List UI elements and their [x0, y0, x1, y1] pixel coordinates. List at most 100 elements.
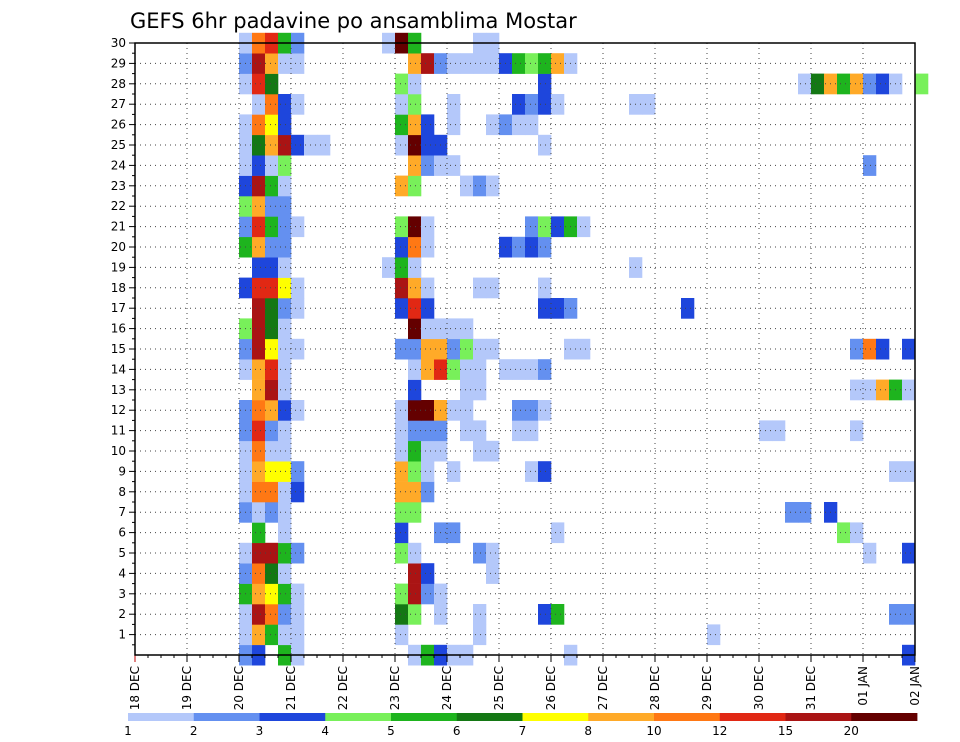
- heatmap-cell: [395, 257, 409, 278]
- heatmap-cell: [551, 53, 565, 74]
- colorbar-label: 12: [712, 724, 727, 738]
- heatmap-cell: [525, 400, 539, 421]
- heatmap-cell: [252, 440, 266, 462]
- heatmap-cell: [265, 73, 279, 95]
- heatmap-cell: [915, 73, 929, 95]
- heatmap-cell: [252, 481, 266, 503]
- heatmap-cell: [421, 114, 435, 136]
- heatmap-cell: [408, 257, 422, 278]
- heatmap-cell: [408, 114, 422, 136]
- y-tick-label: 26: [111, 118, 126, 132]
- heatmap-cell: [265, 604, 279, 625]
- heatmap-cells: [239, 32, 929, 666]
- heatmap-cell: [421, 277, 435, 299]
- y-tick-label: 6: [118, 526, 126, 540]
- heatmap-cell: [278, 196, 292, 217]
- heatmap-cell: [278, 134, 292, 156]
- heatmap-cell: [473, 175, 487, 197]
- heatmap-cell: [278, 624, 292, 646]
- heatmap-cell: [252, 134, 266, 156]
- y-tick-label: 23: [111, 179, 126, 193]
- x-tick-label: 01 JAN: [856, 666, 870, 706]
- heatmap-cell: [265, 461, 279, 482]
- heatmap-cell: [265, 155, 279, 176]
- x-tick-label: 26 DEC: [544, 666, 558, 710]
- heatmap-cell: [252, 359, 266, 380]
- heatmap-cell: [265, 379, 279, 401]
- heatmap-cell: [265, 134, 279, 156]
- heatmap-cell: [265, 338, 279, 360]
- heatmap-cell: [395, 236, 409, 258]
- heatmap-cell: [291, 583, 305, 605]
- heatmap-cell: [473, 277, 487, 299]
- colorbar-label: 20: [844, 724, 859, 738]
- heatmap-cell: [395, 420, 409, 442]
- colorbar-swatch: [259, 713, 326, 721]
- heatmap-cell: [421, 420, 435, 442]
- heatmap-cell: [525, 53, 539, 74]
- heatmap-cell: [278, 522, 292, 544]
- heatmap-cell: [421, 155, 435, 176]
- heatmap-cell: [525, 420, 539, 442]
- heatmap-cell: [902, 379, 916, 401]
- heatmap-cell: [408, 94, 422, 115]
- heatmap-cell: [265, 216, 279, 238]
- y-tick-label: 22: [111, 199, 126, 213]
- heatmap-cell: [473, 359, 487, 380]
- heatmap-cell: [265, 277, 279, 299]
- heatmap-cell: [447, 318, 461, 340]
- x-tick-label: 31 DEC: [804, 666, 818, 710]
- heatmap-cell: [408, 359, 422, 380]
- heatmap-cell: [408, 216, 422, 238]
- heatmap-cell: [538, 94, 552, 115]
- heatmap-cell: [512, 400, 526, 421]
- x-tick-label: 20 DEC: [232, 666, 246, 710]
- heatmap-cell: [252, 155, 266, 176]
- heatmap-cell: [291, 53, 305, 74]
- heatmap-cell: [395, 604, 409, 625]
- heatmap-cell: [408, 420, 422, 442]
- heatmap-cell: [538, 216, 552, 238]
- y-tick-label: 13: [111, 383, 126, 397]
- colorbar-swatch: [128, 713, 195, 721]
- heatmap-cell: [252, 53, 266, 74]
- heatmap-cell: [395, 522, 409, 544]
- heatmap-cell: [408, 338, 422, 360]
- x-tick-label: 19 DEC: [180, 666, 194, 710]
- heatmap-cell: [291, 94, 305, 115]
- heatmap-cell: [512, 420, 526, 442]
- heatmap-cell: [486, 563, 500, 584]
- y-tick-label: 24: [111, 158, 126, 172]
- x-tick-label: 25 DEC: [492, 666, 506, 710]
- colorbar-swatch: [851, 713, 918, 721]
- heatmap-cell: [408, 481, 422, 503]
- colorbar-label: 1: [124, 724, 132, 738]
- heatmap-cell: [473, 379, 487, 401]
- heatmap-cell: [447, 53, 461, 74]
- heatmap-cell: [291, 134, 305, 156]
- heatmap-cell: [486, 338, 500, 360]
- heatmap-cell: [421, 338, 435, 360]
- heatmap-cell: [473, 624, 487, 646]
- heatmap-cell: [278, 440, 292, 462]
- heatmap-cell: [538, 277, 552, 299]
- heatmap-cell: [278, 420, 292, 442]
- y-tick-label: 10: [111, 444, 126, 458]
- heatmap-cell: [265, 563, 279, 584]
- heatmap-cell: [811, 73, 825, 95]
- x-tick-label: 27 DEC: [596, 666, 610, 710]
- heatmap-cell: [876, 338, 890, 360]
- heatmap-cell: [252, 400, 266, 421]
- heatmap-cell: [265, 481, 279, 503]
- heatmap-cell: [408, 563, 422, 584]
- heatmap-cell: [408, 318, 422, 340]
- heatmap-cell: [252, 583, 266, 605]
- heatmap-cell: [512, 53, 526, 74]
- colorbar-swatch: [193, 713, 260, 721]
- heatmap-cell: [707, 624, 721, 646]
- heatmap-cell: [291, 338, 305, 360]
- heatmap-cell: [551, 298, 565, 319]
- y-tick-label: 14: [111, 362, 126, 376]
- y-tick-label: 11: [111, 424, 126, 438]
- heatmap-cell: [278, 481, 292, 503]
